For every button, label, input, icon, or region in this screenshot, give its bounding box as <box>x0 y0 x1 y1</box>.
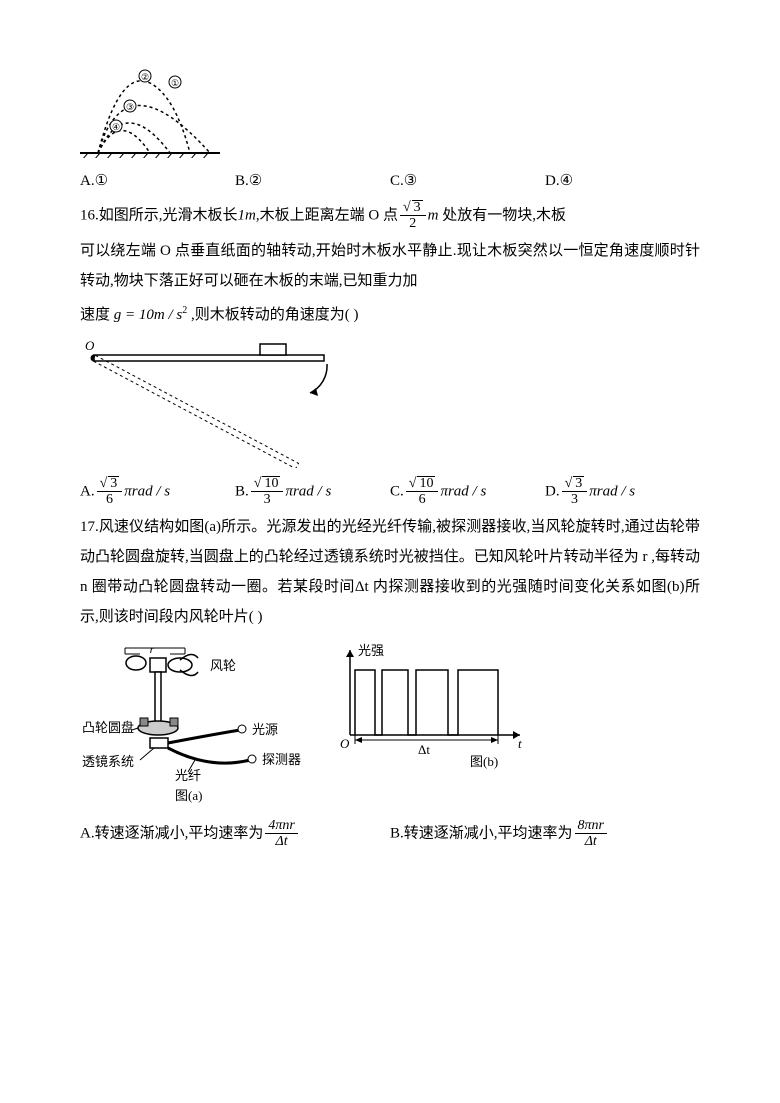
q17-figure: r 风轮 凸轮圆盘 透镜系统 光源 探测器 光纤 图(a) 光强 <box>80 640 700 810</box>
q16-opt-b: B.103πrad / s <box>235 476 390 508</box>
q15-options: A.① B.② C.③ D.④ <box>80 166 700 196</box>
svg-text:④: ④ <box>112 122 120 132</box>
svg-text:光强: 光强 <box>358 643 384 658</box>
q16-stem-3: 速度 g = 10m / s2 ,则木板转动的角速度为( ) <box>80 300 700 330</box>
svg-text:透镜系统: 透镜系统 <box>82 754 134 769</box>
svg-text:②: ② <box>141 72 149 82</box>
q17-options-row1: A.转速逐渐减小,平均速率为4πnrΔt B.转速逐渐减小,平均速率为8πnrΔ… <box>80 818 700 850</box>
q16-opt-c: C.106πrad / s <box>390 476 545 508</box>
q15-opt-c: C.③ <box>390 166 545 196</box>
svg-text:光纤: 光纤 <box>175 768 201 783</box>
q16-stem: 16.如图所示,光滑木板长1m,木板上距离左端 O 点32m 处放有一物块,木板 <box>80 200 700 232</box>
q17-stem: 17.风速仪结构如图(a)所示。光源发出的光经光纤传输,被探测器接收,当风轮旋转… <box>80 512 700 632</box>
q15-opt-d: D.④ <box>545 166 700 196</box>
svg-text:图(b): 图(b) <box>470 754 498 769</box>
svg-text:①: ① <box>171 78 179 88</box>
q17-opt-a: A.转速逐渐减小,平均速率为4πnrΔt <box>80 818 390 850</box>
svg-text:风轮: 风轮 <box>210 658 236 673</box>
svg-text:光源: 光源 <box>252 722 278 737</box>
q15-opt-b: B.② <box>235 166 390 196</box>
q16-num: 16. <box>80 207 99 223</box>
svg-text:图(a): 图(a) <box>175 788 202 803</box>
q15-opt-a: A.① <box>80 166 235 196</box>
svg-text:③: ③ <box>126 102 134 112</box>
svg-text:探测器: 探测器 <box>262 752 301 767</box>
svg-text:t: t <box>518 736 522 751</box>
q16-options: A.36πrad / s B.103πrad / s C.106πrad / s… <box>80 476 700 508</box>
q16-opt-d: D.33πrad / s <box>545 476 700 508</box>
svg-text:凸轮圆盘: 凸轮圆盘 <box>82 720 134 735</box>
q16-stem-2: 可以绕左端 O 点垂直纸面的轴转动,开始时木板水平静止.现让木板突然以一恒定角速… <box>80 236 700 296</box>
q15-figure: ② ① ③ ④ <box>80 68 700 158</box>
q17-num: 17. <box>80 519 99 535</box>
q17-opt-b: B.转速逐渐减小,平均速率为8πnrΔt <box>390 818 700 850</box>
q16-opt-a: A.36πrad / s <box>80 476 235 508</box>
q16-figure: O <box>80 338 700 468</box>
q16-O-label: O <box>85 338 95 353</box>
svg-text:O: O <box>340 736 350 751</box>
svg-text:r: r <box>150 642 155 656</box>
svg-text:Δt: Δt <box>418 742 430 757</box>
